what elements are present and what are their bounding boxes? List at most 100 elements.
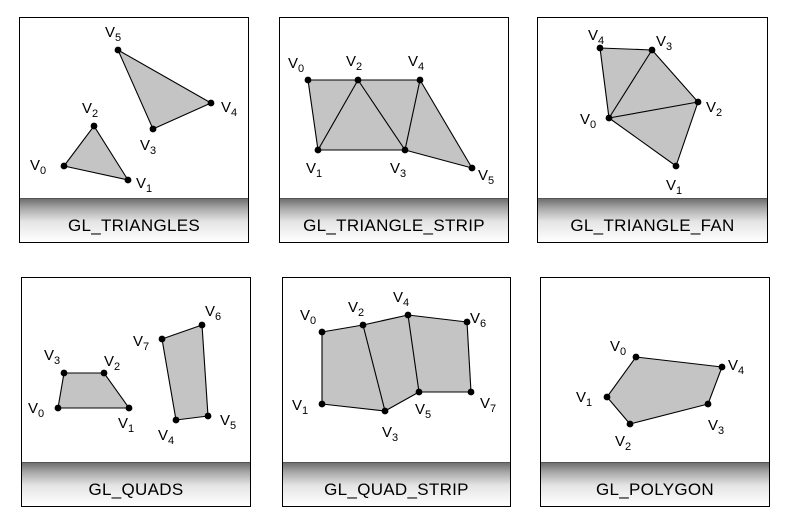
vertex-label: V2 — [348, 299, 364, 319]
vertex-label: V3 — [390, 160, 406, 180]
vertex-dot — [90, 122, 98, 130]
primitive-label: GL_TRIANGLE_STRIP — [303, 216, 485, 235]
edge-line — [599, 47, 653, 51]
vertex-dot — [318, 328, 326, 336]
vertex-dot — [632, 353, 640, 361]
vertex-dot — [204, 412, 212, 420]
vertex-dot — [304, 76, 312, 84]
vertex-label: V2 — [346, 53, 362, 73]
vertex-dot — [648, 46, 656, 54]
edge-line — [317, 79, 359, 151]
primitive-shape — [161, 324, 209, 421]
vertex-dot — [124, 176, 132, 184]
edge-line — [321, 324, 364, 333]
vertex-dot — [596, 44, 604, 52]
edge-line — [407, 314, 420, 393]
vertex-dot — [172, 416, 180, 424]
vertex-dot — [158, 335, 166, 343]
edge-line — [321, 403, 386, 412]
vertex-label: V4 — [728, 357, 744, 377]
primitive-label: GL_POLYGON — [596, 480, 714, 499]
vertex-dot — [416, 76, 424, 84]
vertex-label: V2 — [615, 433, 631, 453]
primitive-label: GL_QUADS — [88, 480, 184, 499]
vertex-label: V2 — [82, 100, 98, 120]
vertex-dot — [100, 369, 108, 377]
vertex-dot — [60, 162, 68, 170]
primitive-label: GL_QUAD_STRIP — [324, 480, 469, 499]
primitive-figure: V0 V1 V2 V3 V4 — [576, 338, 744, 453]
vertex-dot — [603, 393, 611, 401]
vertex-dot — [354, 76, 362, 84]
panel-gl-quads: V0 V1 V2 V3 V4 V5 V6 V7 GL_QUADS — [21, 277, 251, 507]
vertex-dot — [54, 404, 62, 412]
vertex-label: V3 — [382, 424, 398, 444]
panel-gl-triangles: V0 V1 V2 V3 V4 V5 GL_TRIANGLES — [19, 17, 249, 243]
panel-gl-quad-strip: V0 V1 V2 V3 V4 V5 V6 V7 GL_QUAD_STRIP — [282, 277, 511, 507]
vertex-dot — [381, 407, 389, 415]
edge-line — [608, 101, 699, 119]
vertex-label: V2 — [104, 353, 120, 373]
edge-line — [384, 391, 420, 412]
primitive-figure: V0 V1 V2 V3 V4 V5 V6 V7 — [292, 289, 496, 444]
vertex-label: V1 — [136, 175, 152, 195]
primitive-shape — [117, 49, 212, 130]
edge-line — [466, 321, 472, 393]
edge-line — [404, 149, 473, 169]
vertex-label: V4 — [221, 99, 237, 119]
edge-line — [357, 79, 406, 151]
edge-line — [599, 47, 610, 119]
primitive-label: GL_TRIANGLE_FAN — [570, 216, 735, 235]
vertex-label: V5 — [478, 167, 494, 187]
edge-line — [307, 79, 319, 151]
edge-line — [362, 324, 386, 412]
vertex-dot — [672, 162, 680, 170]
label-bar: GL_TRIANGLE_STRIP — [280, 198, 508, 242]
label-bar: GL_QUAD_STRIP — [283, 462, 510, 506]
primitive-figure: V0 V1 V2 V3 V4 V5 V6 V7 — [28, 303, 236, 447]
vertex-label: V4 — [408, 53, 424, 73]
vertex-dot — [626, 420, 634, 428]
label-bar: GL_QUADS — [22, 462, 250, 506]
vertex-label: V1 — [306, 160, 322, 180]
edge-line — [419, 79, 473, 169]
edge-line — [651, 49, 699, 103]
primitive-shape — [322, 315, 471, 411]
vertex-label: V4 — [393, 289, 409, 309]
vertex-dot — [704, 400, 712, 408]
vertex-dot — [404, 311, 412, 319]
vertex-label: V3 — [140, 137, 156, 157]
vertex-label: V6 — [470, 310, 486, 330]
vertex-dot — [318, 400, 326, 408]
vertex-label: V5 — [105, 24, 121, 44]
vertex-label: V5 — [415, 401, 431, 421]
vertex-dot — [401, 146, 409, 154]
label-bar: GL_POLYGON — [541, 462, 769, 506]
vertex-dot — [467, 388, 475, 396]
vertex-dot — [415, 388, 423, 396]
vertex-label: V0 — [30, 157, 46, 177]
vertex-label: V3 — [708, 417, 724, 437]
vertex-label: V3 — [656, 33, 672, 53]
vertex-label: V6 — [205, 303, 221, 323]
vertex-dot — [463, 318, 471, 326]
panel-gl-polygon: V0 V1 V2 V3 V4 GL_POLYGON — [540, 277, 770, 507]
label-bar: GL_TRIANGLE_FAN — [538, 198, 767, 242]
vertex-label: V0 — [610, 338, 626, 358]
vertex-dot — [207, 99, 215, 107]
vertex-label: V0 — [580, 111, 596, 131]
edge-line — [407, 314, 468, 323]
vertex-label: V5 — [220, 412, 236, 432]
primitive-shape — [57, 372, 130, 409]
vertex-label: V0 — [288, 55, 304, 75]
vertex-label: V1 — [118, 415, 134, 435]
primitive-figure: V0 V1 V2 V3 V4 V5 — [288, 53, 494, 187]
edge-line — [608, 117, 677, 167]
vertex-label: V2 — [706, 99, 722, 119]
primitive-shape — [600, 48, 698, 166]
edge-line — [362, 314, 409, 326]
vertex-label: V1 — [576, 389, 592, 409]
edge-line — [675, 101, 699, 167]
primitive-label: GL_TRIANGLES — [67, 216, 201, 235]
vertex-label: V4 — [588, 27, 604, 47]
